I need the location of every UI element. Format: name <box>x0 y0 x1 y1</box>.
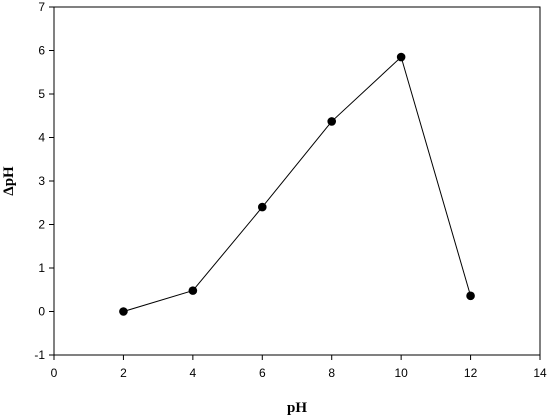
y-tick-label: 6 <box>38 44 45 58</box>
data-point <box>188 286 198 295</box>
data-point <box>327 117 337 126</box>
y-tick-label: 4 <box>38 131 45 145</box>
y-tick-label: 2 <box>38 218 45 232</box>
series-line <box>123 56 472 312</box>
y-tick-label: 0 <box>38 305 45 319</box>
data-point <box>396 52 406 62</box>
y-tick-label: 5 <box>38 87 45 101</box>
data-point <box>257 202 267 212</box>
x-axis-label: pH <box>287 400 307 416</box>
y-tick-label: 1 <box>38 261 45 275</box>
y-axis-label: ΔpH <box>1 166 17 196</box>
data-point <box>119 307 128 316</box>
y-tick-label: -1 <box>34 348 45 362</box>
y-tick-label: 3 <box>38 174 45 188</box>
series-layer <box>119 52 475 316</box>
y-tick-label: 7 <box>38 0 45 14</box>
x-tick-label: 2 <box>120 366 127 380</box>
x-tick-label: 0 <box>51 366 58 380</box>
data-point <box>466 291 475 301</box>
x-tick-label: 10 <box>394 366 408 380</box>
x-tick-label: 14 <box>533 366 547 380</box>
x-tick-label: 12 <box>464 366 478 380</box>
x-tick-label: 8 <box>328 366 335 380</box>
x-tick-label: 4 <box>190 366 197 380</box>
x-tick-label: 6 <box>259 366 266 380</box>
plot-frame <box>53 6 541 356</box>
